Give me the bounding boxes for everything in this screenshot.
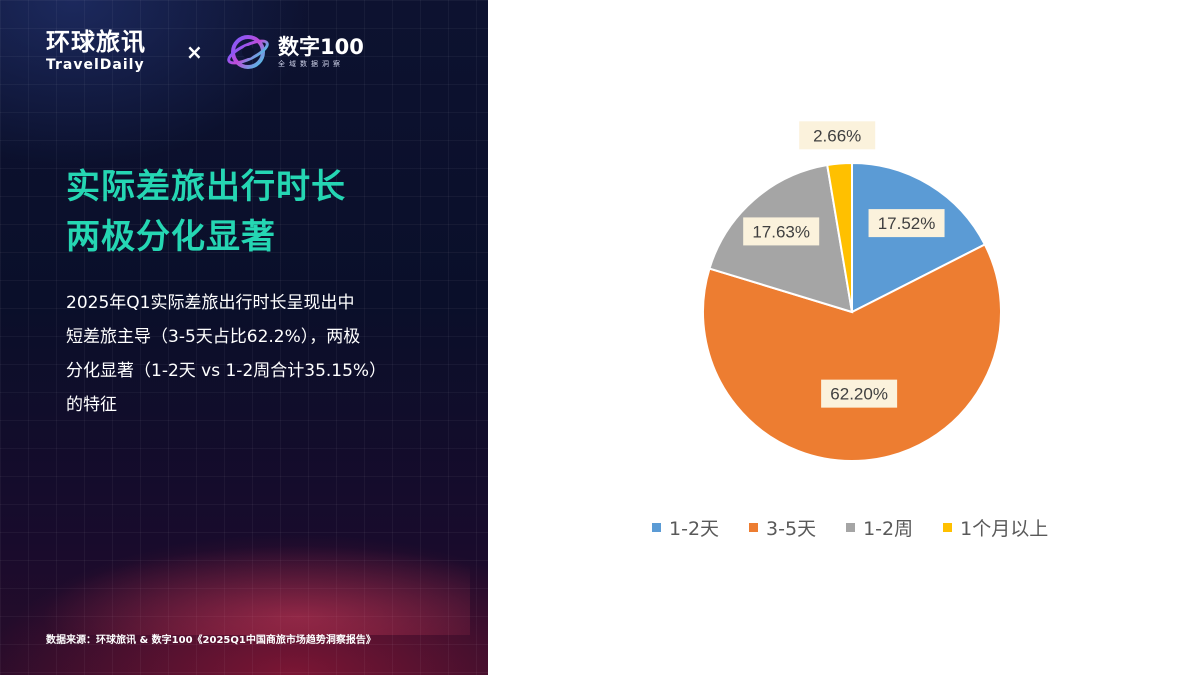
- data-source-note: 数据来源：环球旅讯 & 数字100《2025Q1中国商旅市场趋势洞察报告》: [46, 635, 376, 646]
- legend-item-1: 1-2天: [652, 514, 719, 541]
- traveldaily-logo-cn: 环球旅讯: [46, 27, 146, 56]
- shuzi100-tagline: 全域数据洞察: [278, 60, 344, 68]
- data-label-box: [821, 379, 898, 408]
- legend-label: 3-5天: [766, 518, 817, 540]
- data-label-text: 2.66%: [813, 126, 861, 145]
- shuzi100-logo: 数字100 全域数据洞察: [226, 30, 364, 74]
- background-grid: [0, 0, 488, 675]
- data-label-3: 17.63%: [743, 217, 820, 246]
- pie-chart: 17.52% 62.20% 17.63% 2.66%: [702, 121, 1002, 462]
- shuzi100-globe-icon: [227, 35, 269, 69]
- data-label-text: 17.63%: [752, 222, 810, 241]
- page-title-line-2: 两极分化显著: [66, 217, 276, 257]
- pie-chart-area: 17.52% 62.20% 17.63% 2.66%: [620, 118, 1110, 550]
- chart-legend: 1-2天 3-5天 1-2周 1个月以上: [652, 514, 1048, 541]
- legend-swatch: [846, 523, 856, 532]
- legend-item-4: 1个月以上: [943, 514, 1048, 541]
- legend-item-3: 1-2周: [846, 514, 913, 541]
- traveldaily-logo: 环球旅讯 TravelDaily: [46, 28, 146, 74]
- shuzi100-name: 数字100: [278, 35, 364, 59]
- left-info-panel: 环球旅讯 TravelDaily × 数字100 全域数据洞察 实际差旅出行时长…: [0, 0, 488, 675]
- data-label-box: [799, 121, 876, 150]
- data-label-box: [743, 217, 820, 246]
- legend-swatch: [749, 523, 759, 532]
- pie-slice-2: [702, 243, 1002, 462]
- background-glow: [40, 545, 470, 635]
- page-title: 实际差旅出行时长 两极分化显著: [66, 162, 346, 262]
- summary-line: 的特征: [66, 395, 117, 415]
- data-label-2: 62.20%: [821, 379, 898, 408]
- legend-label: 1个月以上: [960, 518, 1049, 540]
- summary-line: 分化显著（1-2天 vs 1-2周合计35.15%）: [66, 361, 387, 381]
- legend-swatch: [652, 523, 661, 532]
- legend-swatch: [943, 523, 953, 532]
- legend-label: 1-2天: [669, 518, 720, 540]
- pie-slice-1: [851, 161, 987, 314]
- summary-line: 2025年Q1实际差旅出行时长呈现出中: [66, 293, 355, 313]
- data-label-4: 2.66%: [799, 121, 876, 150]
- collab-cross: ×: [186, 40, 203, 64]
- data-label-text: 62.20%: [830, 385, 888, 404]
- data-label-1: 17.52%: [868, 209, 945, 238]
- legend-label: 1-2周: [863, 518, 914, 540]
- summary-line: 短差旅主导（3-5天占比62.2%），两极: [66, 327, 361, 347]
- summary-text: 2025年Q1实际差旅出行时长呈现出中 短差旅主导（3-5天占比62.2%），两…: [66, 286, 446, 422]
- legend-item-2: 3-5天: [749, 514, 816, 541]
- data-label-text: 17.52%: [878, 214, 936, 233]
- traveldaily-logo-en: TravelDaily: [46, 57, 145, 73]
- pie-slice-4: [826, 161, 853, 313]
- data-label-box: [868, 209, 945, 238]
- page-title-line-1: 实际差旅出行时长: [66, 167, 346, 207]
